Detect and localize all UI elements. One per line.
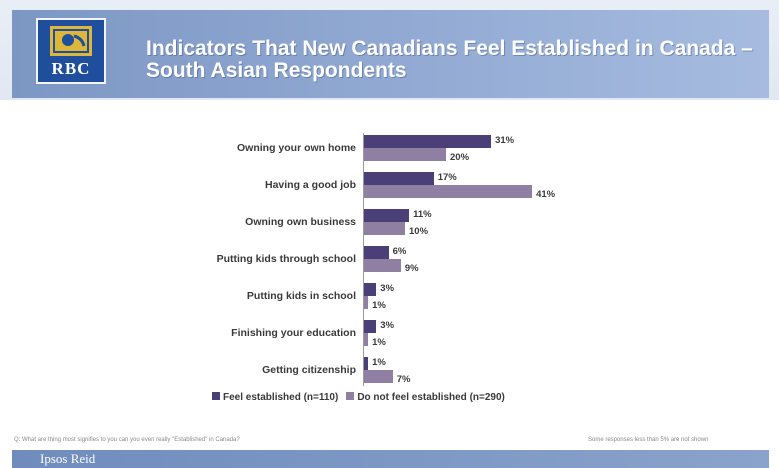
bar-not-established (364, 259, 401, 272)
legend-item: Do not feel established (n=290) (346, 392, 505, 403)
legend-item: Feel established (n=110) (212, 392, 338, 403)
category-label: Finishing your education (231, 327, 356, 339)
bar-not-established (364, 370, 393, 383)
category-label: Putting kids through school (216, 253, 356, 265)
data-label: 11% (413, 209, 432, 220)
bar-feel-established (364, 135, 492, 148)
data-label: 9% (404, 263, 419, 274)
legend-swatch (346, 392, 355, 400)
data-label: 1% (372, 300, 386, 311)
data-label: 31% (495, 135, 515, 146)
lion-shield-icon (50, 26, 92, 56)
bar-not-established (364, 296, 369, 309)
data-label: 6% (392, 246, 407, 257)
data-label: 3% (380, 283, 395, 294)
bar-not-established (364, 185, 533, 198)
chart-legend: Feel established (n=110) Do not feel esta… (212, 392, 513, 406)
data-label: 7% (396, 374, 411, 385)
category-label: Putting kids in school (246, 290, 356, 302)
bar-not-established (364, 222, 405, 235)
rbc-logo: RBC (36, 18, 106, 84)
legend-label: Do not feel established (n=290) (357, 392, 505, 403)
bar-not-established (364, 148, 446, 161)
bar-feel-established (364, 246, 389, 259)
legend-label: Feel established (n=110) (223, 392, 339, 403)
question-footnote: Q: What are thing most signifies to you … (14, 437, 240, 443)
category-label: Having a good job (265, 179, 356, 191)
logo-text: RBC (51, 59, 91, 78)
bar-chart: Owning your own home 31% 20% Having a good … (0, 120, 779, 420)
bar-feel-established (364, 172, 434, 185)
category-label: Owning own business (245, 216, 356, 228)
title-band (12, 10, 769, 98)
data-label: 41% (536, 189, 556, 200)
bar-feel-established (364, 357, 369, 370)
data-label: 20% (450, 152, 470, 163)
ipsos-reid-brand: Ipsos Reid (40, 451, 96, 466)
slide-footer: Ipsos Reid (12, 450, 769, 468)
category-label: Owning your own home (237, 142, 356, 154)
data-label: 3% (380, 320, 395, 331)
chart-axis-line (363, 133, 364, 386)
slide-header: RBC Indicators That New Canadians Feel E… (0, 0, 779, 100)
data-label: 1% (372, 357, 386, 368)
bar-feel-established (364, 283, 377, 296)
bar-feel-established (364, 209, 410, 222)
legend-swatch (212, 392, 220, 400)
bar-feel-established (364, 320, 377, 333)
bar-not-established (364, 333, 369, 346)
responses-footnote: Some responses less than 5% are not show… (588, 437, 709, 443)
page-title: Indicators That New Canadians Feel Estab… (146, 37, 753, 82)
data-label: 1% (372, 337, 386, 348)
category-label: Getting citizenship (262, 364, 356, 376)
data-label: 17% (437, 172, 457, 183)
data-label: 10% (409, 226, 429, 237)
